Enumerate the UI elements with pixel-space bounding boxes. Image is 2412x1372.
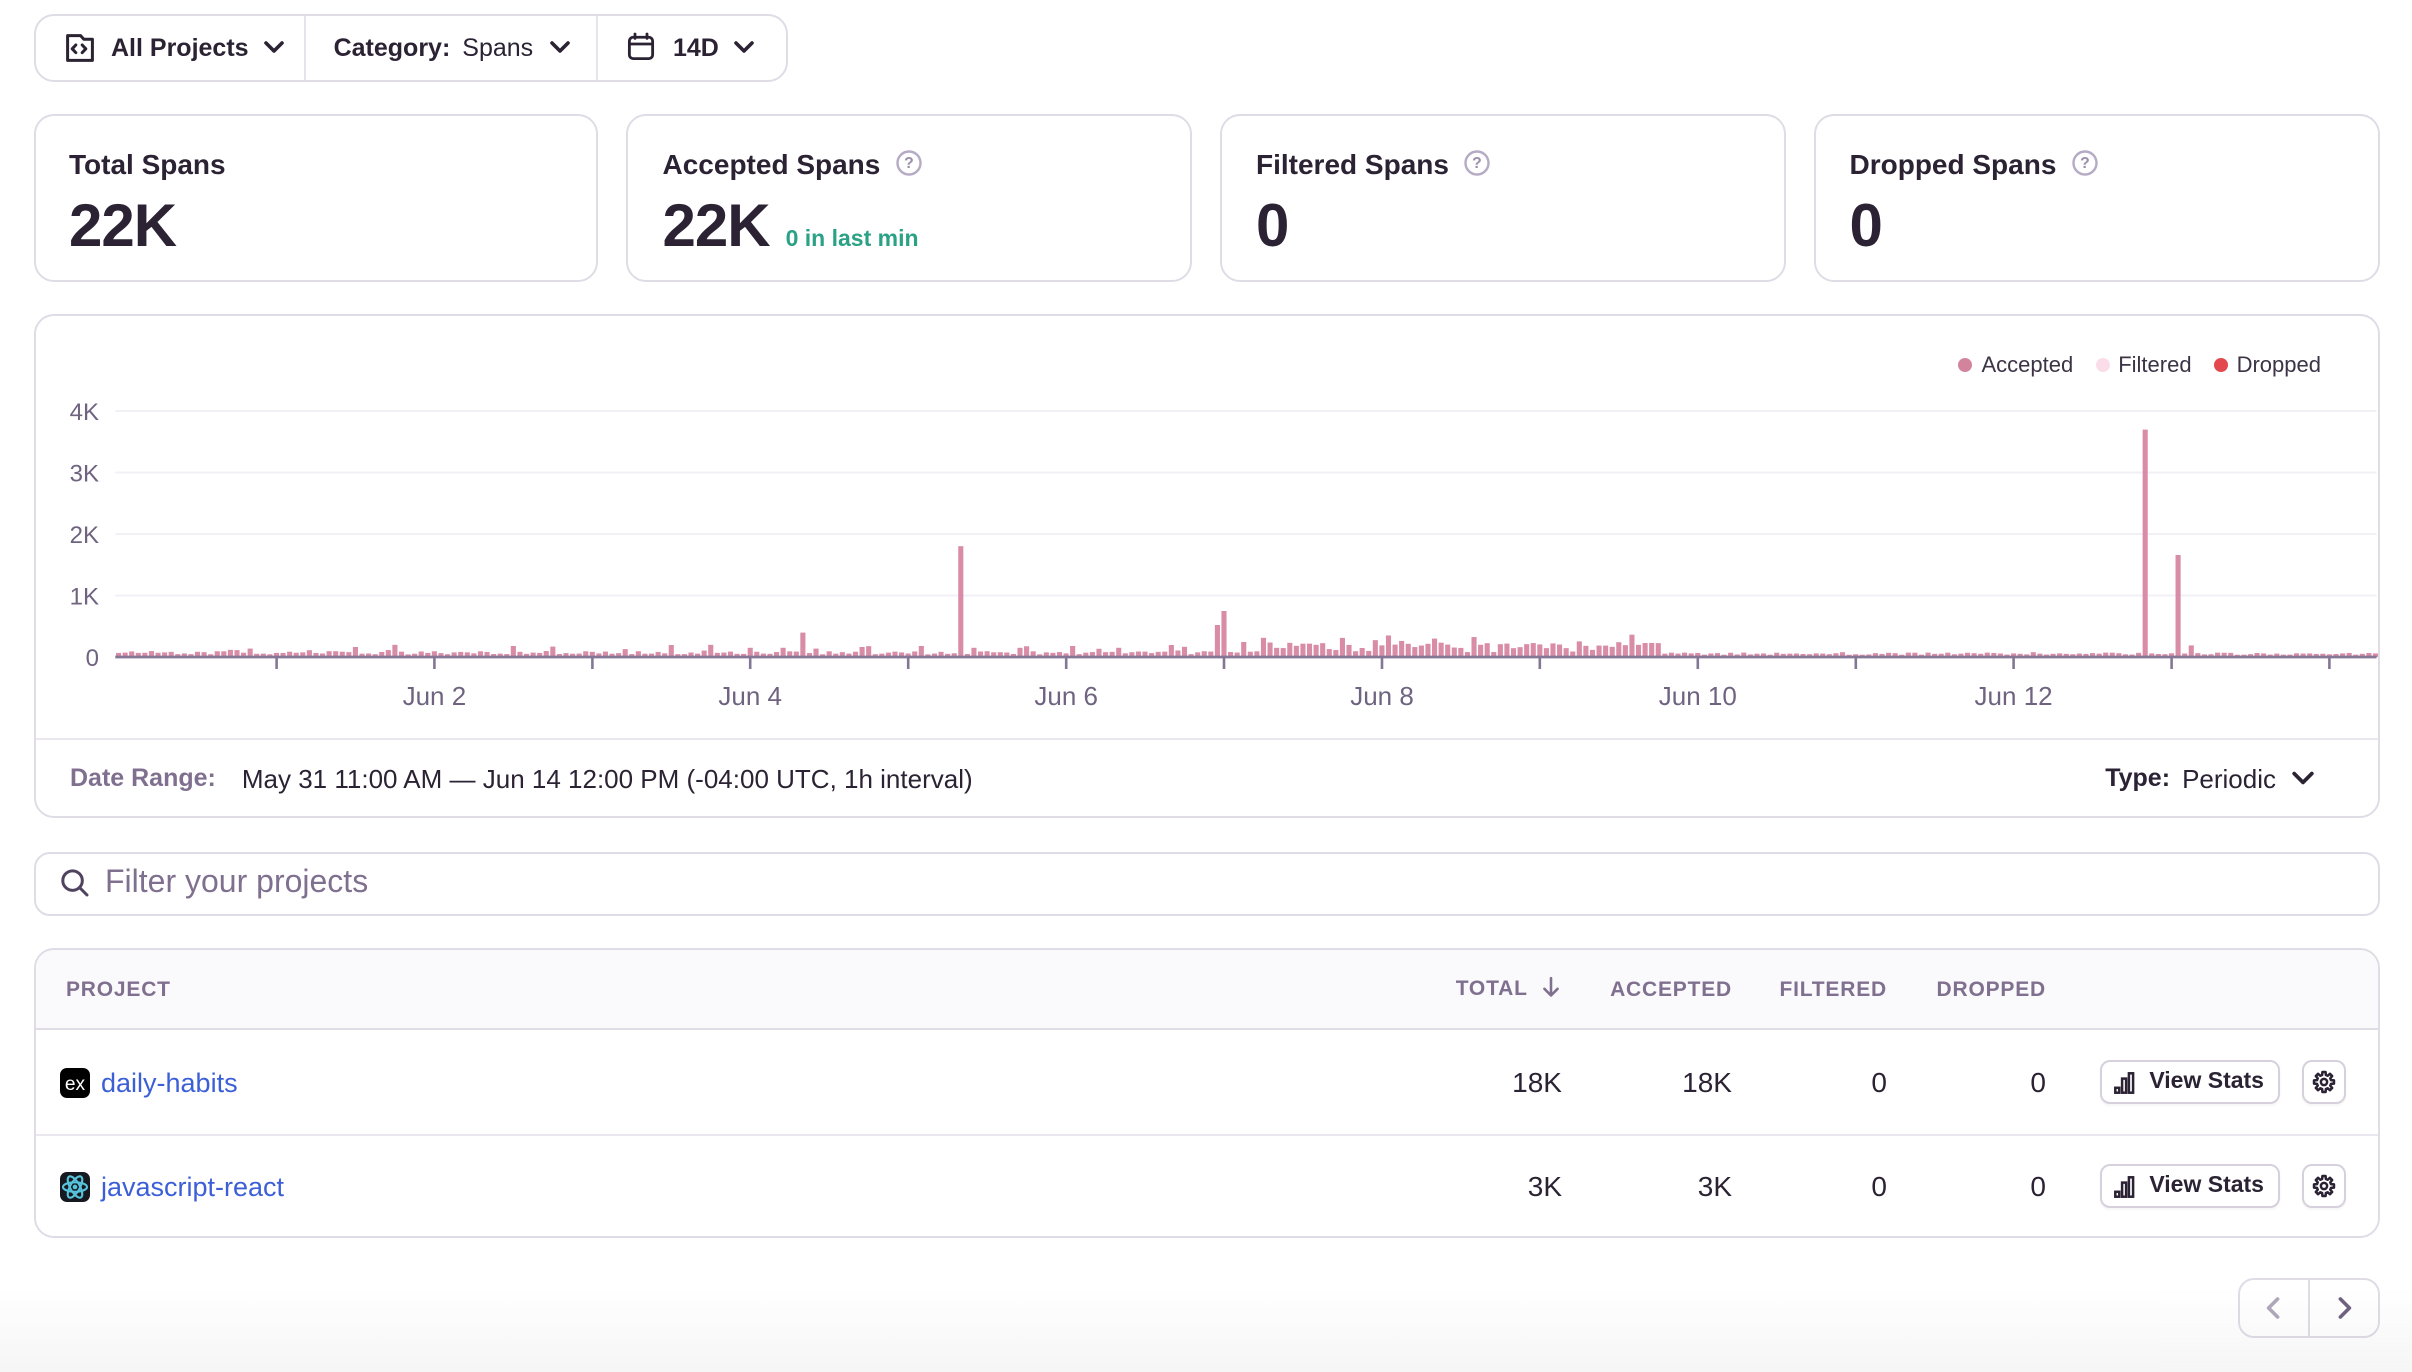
svg-text:Jun 10: Jun 10: [1658, 680, 1736, 710]
svg-text:Jun 2: Jun 2: [402, 680, 466, 710]
svg-text:?: ?: [2081, 155, 2091, 172]
svg-text:Jun 4: Jun 4: [717, 680, 781, 710]
svg-text:0: 0: [85, 644, 98, 671]
svg-text:1K: 1K: [69, 583, 98, 610]
svg-text:4K: 4K: [69, 398, 98, 425]
svg-text:Jun 8: Jun 8: [1349, 680, 1413, 710]
svg-text:Jun 12: Jun 12: [1974, 680, 2052, 710]
svg-text:ex: ex: [64, 1073, 85, 1094]
svg-text:?: ?: [905, 155, 915, 172]
svg-text:2K: 2K: [69, 521, 98, 548]
svg-text:Jun 6: Jun 6: [1033, 680, 1097, 710]
svg-text:3K: 3K: [69, 460, 98, 487]
svg-text:?: ?: [1473, 155, 1483, 172]
